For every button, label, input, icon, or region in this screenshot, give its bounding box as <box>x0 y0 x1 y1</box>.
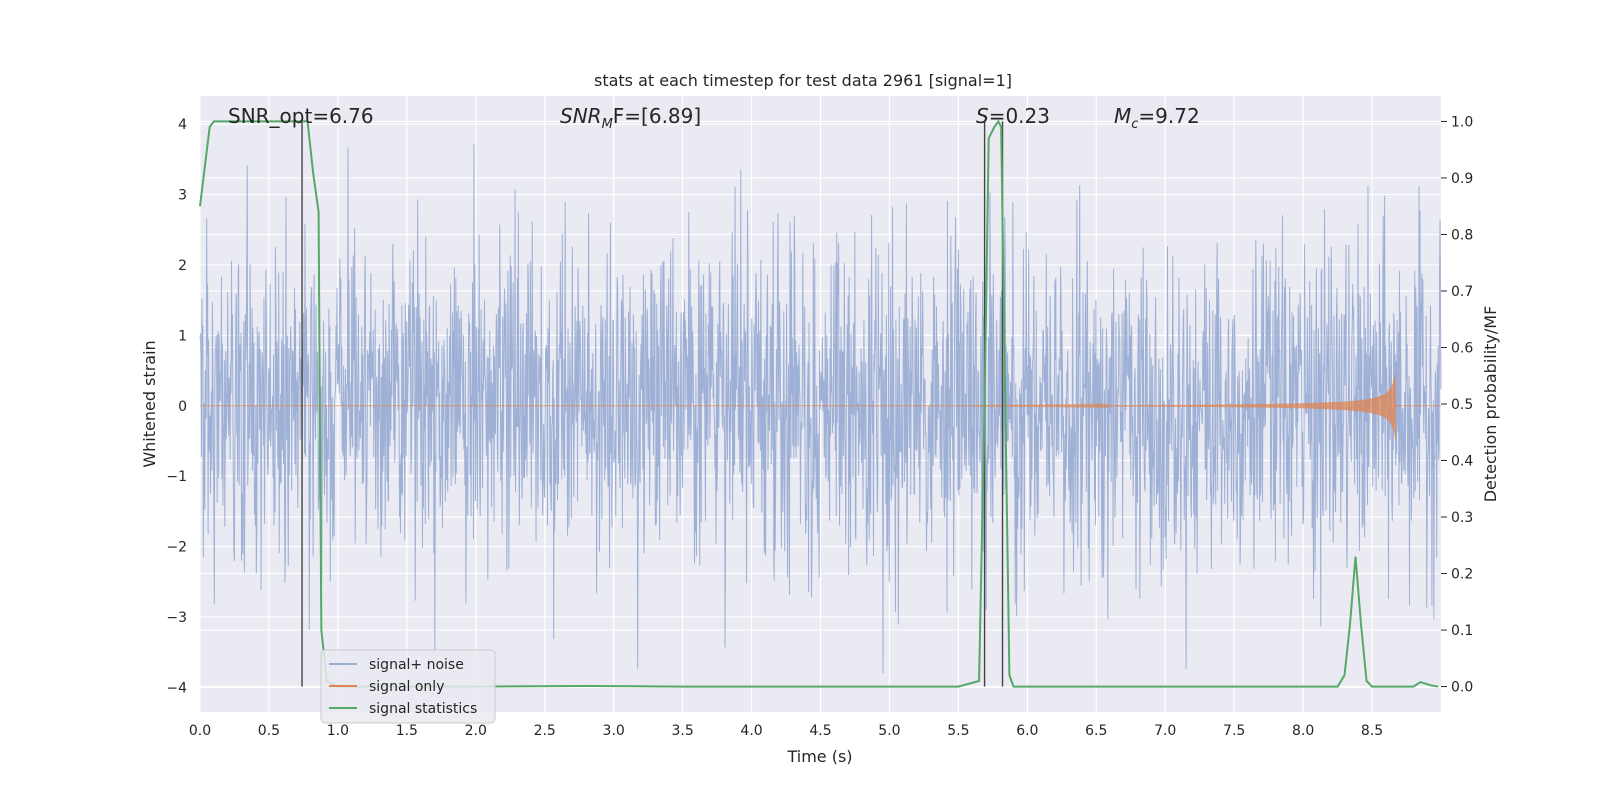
y-tick-label: −4 <box>166 680 187 696</box>
y2-tick-label: 0.4 <box>1451 454 1473 470</box>
x-tick-label: 1.0 <box>327 723 349 739</box>
x-tick-label: 2.5 <box>534 723 556 739</box>
legend: signal+ noise signal only signal statist… <box>320 649 496 724</box>
x-tick-label: 3.0 <box>603 723 625 739</box>
legend-label-signal-plus-noise: signal+ noise <box>369 657 464 673</box>
legend-box <box>320 649 496 724</box>
x-tick-label: 7.5 <box>1223 723 1245 739</box>
annotation-snr-mf: SNRMF=[6.89] <box>560 104 701 132</box>
signal-only-series <box>200 373 1441 441</box>
y-axis-ticks: −4 −3 −2 −1 0 1 2 3 4 <box>166 117 187 696</box>
signal-statistics-line <box>199 119 1439 688</box>
annotation-s-main: S <box>976 104 989 128</box>
y2-tick-label: 0.5 <box>1451 397 1473 413</box>
y-tick-label: −1 <box>166 469 187 485</box>
annotation-mc-main: M <box>1114 104 1131 128</box>
annotations: SNR_opt=6.76 SNRMF=[6.89] S=0.23 Mc=9.72 <box>228 104 1200 132</box>
legend-label-signal-statistics: signal statistics <box>369 701 477 717</box>
x-tick-label: 7.0 <box>1154 723 1176 739</box>
annotation-s-tail: =0.23 <box>989 104 1050 128</box>
x-tick-label: 3.5 <box>671 723 693 739</box>
y2-tick-label: 0.7 <box>1451 284 1473 300</box>
annotation-snr-mf-main: SNR <box>560 104 602 128</box>
x-tick-label: 6.5 <box>1085 723 1107 739</box>
x-tick-label: 0.0 <box>189 723 211 739</box>
annotation-snr-opt: SNR_opt=6.76 <box>228 104 374 128</box>
y2-tick-label: 0.3 <box>1451 510 1473 526</box>
x-tick-label: 1.5 <box>396 723 418 739</box>
signal-statistics-series <box>199 119 1439 688</box>
annotation-mc-tail: =9.72 <box>1138 104 1199 128</box>
y2-axis-ticks: 0.0 0.1 0.2 0.3 0.4 0.5 0.6 0.7 0.8 0.9 1.0 <box>1441 114 1473 696</box>
y-tick-label: 2 <box>178 258 187 274</box>
y2-axis-label: Detection probability/MF <box>1481 306 1500 503</box>
x-tick-label: 2.0 <box>465 723 487 739</box>
y2-tick-label: 0.6 <box>1451 340 1473 356</box>
signal-only-line <box>200 373 1441 441</box>
annotation-s: S=0.23 <box>976 104 1050 128</box>
y-tick-label: 1 <box>178 328 187 344</box>
signal-plus-noise-line <box>199 144 1442 674</box>
x-tick-label: 8.0 <box>1292 723 1314 739</box>
y-tick-label: 4 <box>178 117 187 133</box>
y-axis-label: Whitened strain <box>140 340 159 467</box>
chart-title: stats at each timestep for test data 296… <box>594 71 1012 90</box>
y-tick-label: 0 <box>178 399 187 415</box>
x-axis-ticks: 0.0 0.5 1.0 1.5 2.0 2.5 3.0 3.5 4.0 4.5 5.0 5.5 6.0 6… <box>189 723 1383 739</box>
legend-label-signal-only: signal only <box>369 679 444 695</box>
y2-tick-label: 0.2 <box>1451 567 1473 583</box>
y2-tick-label: 0.9 <box>1451 171 1473 187</box>
x-tick-label: 8.5 <box>1361 723 1383 739</box>
x-tick-label: 6.0 <box>1016 723 1038 739</box>
annotation-snr-mf-sub: M <box>602 117 613 132</box>
x-axis-label: Time (s) <box>786 747 852 766</box>
y2-tick-label: 0.0 <box>1451 680 1473 696</box>
signal-plus-noise-series <box>199 144 1442 674</box>
annotation-mc: Mc=9.72 <box>1114 104 1200 132</box>
y-tick-label: −2 <box>166 540 187 556</box>
y-tick-label: −3 <box>166 610 187 626</box>
y-tick-label: 3 <box>178 188 187 204</box>
y2-tick-label: 1.0 <box>1451 114 1473 130</box>
x-tick-label: 5.5 <box>947 723 969 739</box>
y2-tick-label: 0.1 <box>1451 623 1473 639</box>
x-tick-label: 4.5 <box>809 723 831 739</box>
annotation-snr-mf-tail: F=[6.89] <box>613 104 701 128</box>
x-tick-label: 0.5 <box>258 723 280 739</box>
annotation-mc-sub: c <box>1131 117 1138 132</box>
x-tick-label: 4.0 <box>740 723 762 739</box>
y2-tick-label: 0.8 <box>1451 227 1473 243</box>
x-tick-label: 5.0 <box>878 723 900 739</box>
